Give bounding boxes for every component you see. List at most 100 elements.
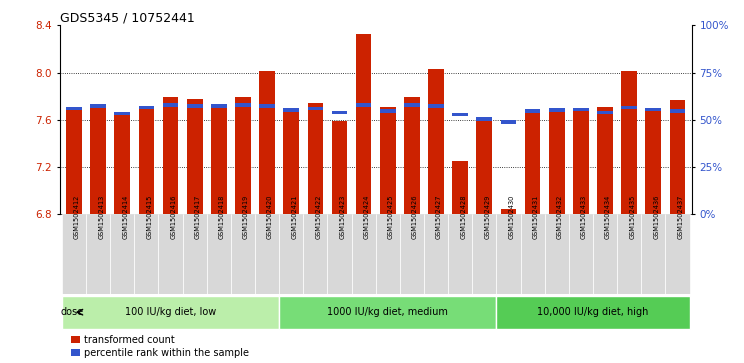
FancyBboxPatch shape xyxy=(545,214,569,294)
FancyBboxPatch shape xyxy=(62,214,86,294)
Bar xyxy=(66,108,82,214)
Bar xyxy=(501,209,516,214)
Legend: transformed count, percentile rank within the sample: transformed count, percentile rank withi… xyxy=(71,335,249,358)
Text: GSM1502415: GSM1502415 xyxy=(147,194,153,239)
Bar xyxy=(476,117,493,214)
Text: GSM1502437: GSM1502437 xyxy=(678,194,684,239)
Bar xyxy=(621,106,637,109)
Text: dose: dose xyxy=(60,307,83,317)
FancyBboxPatch shape xyxy=(110,214,135,294)
Bar xyxy=(115,114,130,214)
Bar xyxy=(380,107,396,214)
Text: GSM1502428: GSM1502428 xyxy=(461,194,466,239)
Bar xyxy=(380,109,396,113)
Bar xyxy=(211,105,227,108)
Bar xyxy=(597,111,613,114)
FancyBboxPatch shape xyxy=(62,296,279,329)
Bar xyxy=(259,72,275,214)
Bar xyxy=(597,107,613,214)
Bar xyxy=(259,105,275,108)
Bar xyxy=(646,108,661,111)
Bar xyxy=(525,111,540,214)
Bar xyxy=(646,109,661,214)
Text: 10,000 IU/kg diet, high: 10,000 IU/kg diet, high xyxy=(537,307,649,317)
Bar xyxy=(525,109,540,113)
Bar xyxy=(163,103,179,107)
Bar xyxy=(501,120,516,123)
Text: GSM1502425: GSM1502425 xyxy=(388,194,394,239)
FancyBboxPatch shape xyxy=(448,214,472,294)
FancyBboxPatch shape xyxy=(593,214,617,294)
FancyBboxPatch shape xyxy=(279,296,496,329)
Text: GSM1502416: GSM1502416 xyxy=(170,194,176,239)
Bar xyxy=(476,117,493,121)
Text: GSM1502421: GSM1502421 xyxy=(291,194,298,239)
Bar xyxy=(452,161,468,214)
Bar xyxy=(621,72,637,214)
Text: GSM1502432: GSM1502432 xyxy=(557,194,562,239)
FancyBboxPatch shape xyxy=(231,214,255,294)
Bar xyxy=(356,103,371,107)
Text: GSM1502417: GSM1502417 xyxy=(195,194,201,239)
FancyBboxPatch shape xyxy=(86,214,110,294)
Bar xyxy=(187,105,202,108)
FancyBboxPatch shape xyxy=(496,214,521,294)
Text: GSM1502431: GSM1502431 xyxy=(533,195,539,239)
Text: GSM1502427: GSM1502427 xyxy=(436,194,442,239)
Bar xyxy=(307,103,323,214)
FancyBboxPatch shape xyxy=(207,214,231,294)
Text: GSM1502424: GSM1502424 xyxy=(364,194,370,239)
Text: GSM1502418: GSM1502418 xyxy=(219,194,225,239)
FancyBboxPatch shape xyxy=(182,214,207,294)
FancyBboxPatch shape xyxy=(496,296,690,329)
Bar xyxy=(235,103,251,107)
Bar xyxy=(670,109,685,113)
Bar xyxy=(332,121,347,214)
Bar xyxy=(332,111,347,114)
Bar xyxy=(138,106,154,214)
Bar xyxy=(573,108,589,111)
Text: GSM1502423: GSM1502423 xyxy=(339,194,345,239)
FancyBboxPatch shape xyxy=(255,214,279,294)
Bar xyxy=(429,105,444,108)
Bar xyxy=(307,107,323,110)
Bar xyxy=(211,105,227,214)
FancyBboxPatch shape xyxy=(424,214,448,294)
Text: 100 IU/kg diet, low: 100 IU/kg diet, low xyxy=(125,307,217,317)
FancyBboxPatch shape xyxy=(617,214,641,294)
Text: 1000 IU/kg diet, medium: 1000 IU/kg diet, medium xyxy=(327,307,448,317)
Bar xyxy=(283,110,299,214)
FancyBboxPatch shape xyxy=(352,214,376,294)
Text: GSM1502412: GSM1502412 xyxy=(74,194,80,239)
Bar xyxy=(573,110,589,214)
FancyBboxPatch shape xyxy=(665,214,690,294)
Text: GDS5345 / 10752441: GDS5345 / 10752441 xyxy=(60,11,194,24)
Bar xyxy=(90,106,106,214)
FancyBboxPatch shape xyxy=(327,214,352,294)
Bar xyxy=(163,97,179,214)
FancyBboxPatch shape xyxy=(135,214,158,294)
Bar xyxy=(66,107,82,110)
Text: GSM1502429: GSM1502429 xyxy=(484,194,490,239)
FancyBboxPatch shape xyxy=(641,214,665,294)
Text: GSM1502435: GSM1502435 xyxy=(629,194,635,239)
Text: GSM1502434: GSM1502434 xyxy=(605,194,611,239)
FancyBboxPatch shape xyxy=(521,214,545,294)
Bar xyxy=(90,105,106,108)
FancyBboxPatch shape xyxy=(376,214,400,294)
Bar xyxy=(670,100,685,214)
FancyBboxPatch shape xyxy=(400,214,424,294)
Text: GSM1502413: GSM1502413 xyxy=(98,195,104,239)
Text: GSM1502414: GSM1502414 xyxy=(122,194,128,239)
Bar xyxy=(549,108,565,112)
FancyBboxPatch shape xyxy=(472,214,496,294)
Text: GSM1502422: GSM1502422 xyxy=(315,194,321,239)
Bar xyxy=(429,69,444,214)
Text: GSM1502420: GSM1502420 xyxy=(267,194,273,239)
Bar xyxy=(187,98,202,214)
Bar xyxy=(404,103,420,107)
Text: GSM1502426: GSM1502426 xyxy=(412,194,418,239)
Bar xyxy=(356,34,371,214)
FancyBboxPatch shape xyxy=(304,214,327,294)
Bar xyxy=(235,97,251,214)
